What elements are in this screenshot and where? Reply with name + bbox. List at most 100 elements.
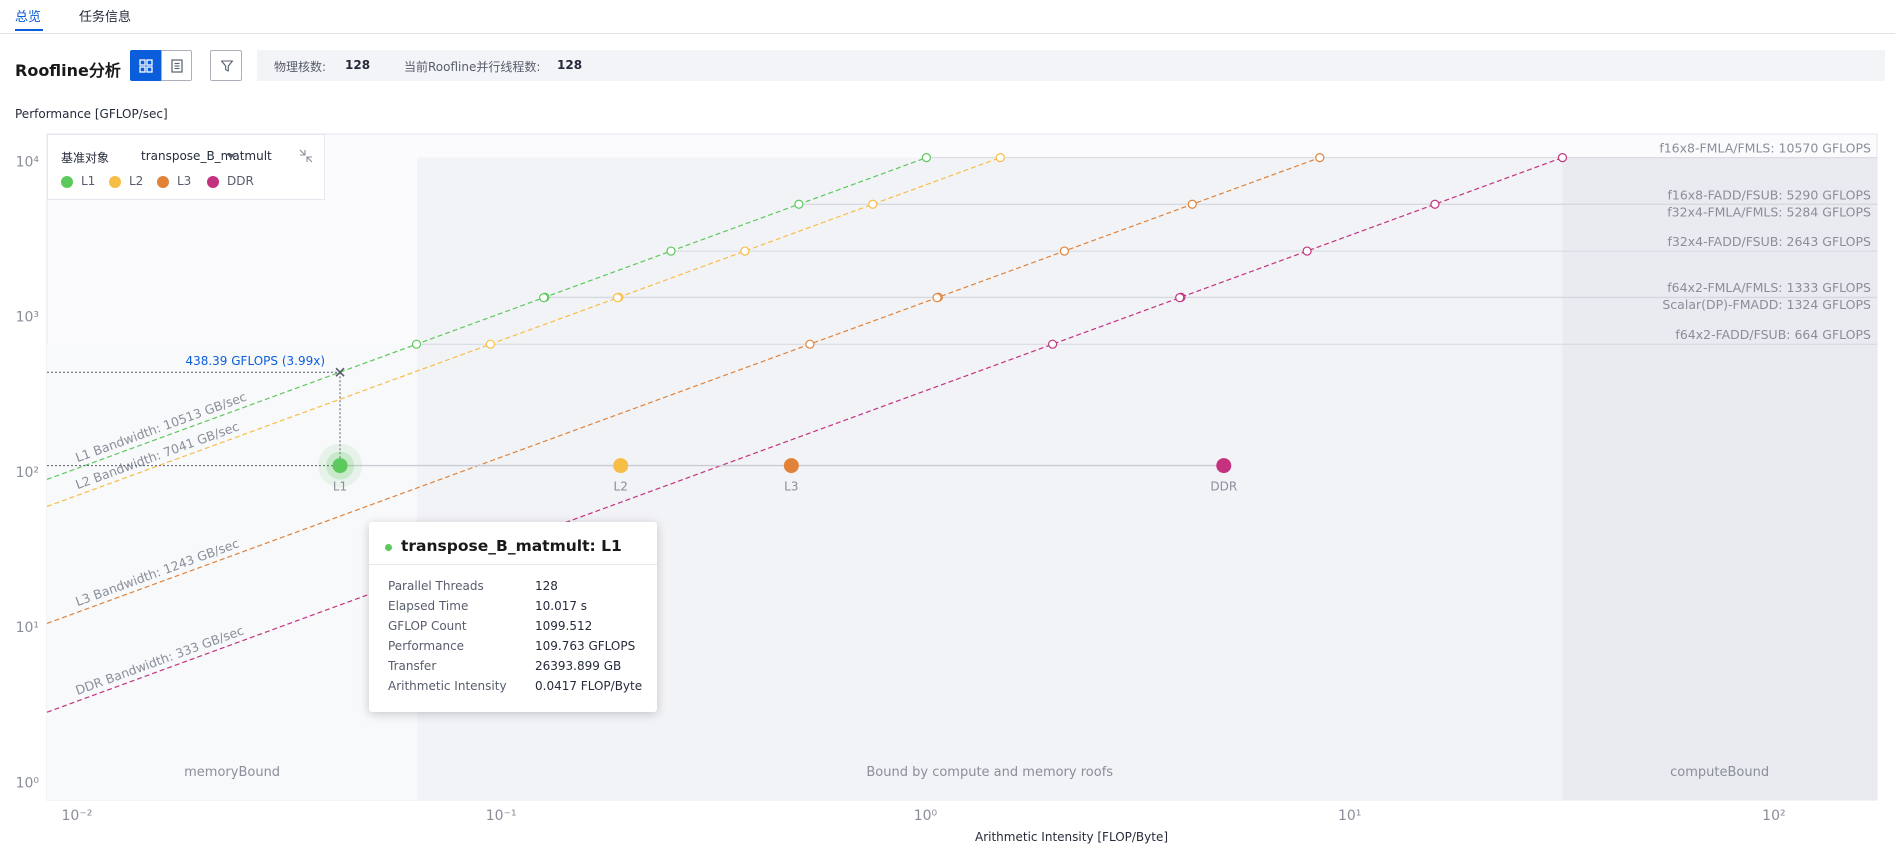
page-title: Roofline分析 bbox=[15, 61, 121, 80]
roof-label-3: f32x4-FADD/FSUB: 2643 GFLOPS bbox=[1667, 234, 1871, 249]
data-point-label-ddr: DDR bbox=[1210, 480, 1237, 494]
roof-intersection-marker bbox=[1047, 339, 1058, 349]
list-view-icon bbox=[171, 59, 183, 73]
data-point-label-l1: L1 bbox=[333, 480, 347, 494]
tooltip-value: 1099.512 bbox=[535, 619, 593, 633]
tooltip-value: 10.017 s bbox=[535, 599, 588, 613]
y-tick-label: 10³ bbox=[16, 310, 39, 326]
data-point-label-l3: L3 bbox=[784, 480, 798, 494]
annotation-marker-icon bbox=[335, 367, 345, 377]
roof-label-0: f16x8-FMLA/FMLS: 10570 GFLOPS bbox=[1659, 141, 1871, 156]
roof-intersection-marker bbox=[932, 293, 942, 303]
header-row: Roofline分析 物理核数: 128 当前Roofline并行线程数: 12… bbox=[0, 48, 1895, 84]
data-point-l3 bbox=[783, 458, 799, 474]
reference-value: transpose_B_matmult bbox=[141, 149, 272, 163]
bandwidth-line-l3 bbox=[46, 157, 1320, 624]
physical-cores-label: 物理核数: bbox=[274, 60, 327, 74]
data-point-l1 bbox=[332, 458, 348, 474]
tooltip-value: 109.763 GFLOPS bbox=[535, 639, 636, 653]
point-tooltip: transpose_B_matmult: L1 Parallel Threads… bbox=[369, 522, 657, 712]
legend-label-l3: L3 bbox=[177, 174, 192, 188]
roof-label-4: f64x2-FMLA/FMLS: 1333 GFLOPS bbox=[1667, 280, 1871, 295]
legend-marker-l3 bbox=[157, 176, 169, 188]
legend-marker-l2 bbox=[109, 176, 121, 188]
reference-select[interactable]: transpose_B_matmult bbox=[141, 143, 287, 167]
roof-intersection-marker bbox=[539, 293, 549, 303]
legend-item-l2[interactable]: L2 bbox=[109, 174, 149, 190]
x-tick-label: 10⁻² bbox=[62, 808, 93, 824]
legend-label-ddr: DDR bbox=[227, 174, 254, 188]
roof-intersection-marker bbox=[612, 293, 623, 303]
roof-intersection-marker bbox=[1302, 246, 1312, 256]
y-tick-label: 10¹ bbox=[16, 620, 39, 636]
legend-item-ddr[interactable]: DDR bbox=[207, 174, 259, 190]
filter-icon bbox=[220, 60, 234, 72]
legend-label-l2: L2 bbox=[129, 174, 144, 188]
roof-intersection-marker bbox=[1430, 199, 1440, 209]
chevron-down-icon bbox=[227, 154, 235, 159]
tab-bar: 总览 任务信息 bbox=[0, 0, 1895, 34]
roof-intersection-marker bbox=[794, 199, 804, 209]
collapse-button[interactable] bbox=[298, 148, 314, 164]
roof-intersection-marker bbox=[740, 246, 750, 256]
legend-panel: 基准对象 transpose_B_matmult L1 L2 L3 DDR bbox=[47, 134, 325, 200]
legend-marker-l1 bbox=[61, 176, 73, 188]
data-point-l2 bbox=[613, 458, 629, 474]
roof-intersection-marker bbox=[1315, 153, 1325, 163]
bandwidth-line-l1 bbox=[46, 157, 927, 481]
tooltip-row: Arithmetic Intensity 0.0417 FLOP/Byte bbox=[388, 679, 648, 697]
tooltip-row: Elapsed Time 10.017 s bbox=[388, 599, 648, 617]
tooltip-value: 0.0417 FLOP/Byte bbox=[535, 679, 643, 693]
roof-label-6: f64x2-FADD/FSUB: 664 GFLOPS bbox=[1675, 327, 1871, 342]
x-axis-title: Arithmetic Intensity [FLOP/Byte] bbox=[975, 830, 1169, 844]
roof-intersection-marker bbox=[1059, 246, 1070, 256]
roof-label-5: Scalar(DP)-FMADD: 1324 GFLOPS bbox=[1662, 297, 1871, 312]
tooltip-row: GFLOP Count 1099.512 bbox=[388, 619, 648, 637]
collapse-icon bbox=[299, 149, 313, 163]
tooltip-row: Performance 109.763 GFLOPS bbox=[388, 639, 648, 657]
x-tick-label: 10⁰ bbox=[914, 808, 938, 824]
roof-intersection-marker bbox=[1187, 199, 1197, 209]
tooltip-key: Arithmetic Intensity bbox=[388, 679, 507, 693]
y-axis-title: Performance [GFLOP/sec] bbox=[15, 107, 168, 121]
x-tick-label: 10² bbox=[1762, 808, 1785, 824]
data-point-label-l2: L2 bbox=[614, 480, 628, 494]
tooltip-title: transpose_B_matmult: L1 bbox=[401, 537, 622, 555]
bandwidth-line-l2 bbox=[46, 157, 1001, 508]
legend-item-l3[interactable]: L3 bbox=[157, 174, 197, 190]
grid-view-icon bbox=[139, 59, 153, 73]
roof-intersection-marker bbox=[995, 153, 1005, 163]
x-tick-label: 10¹ bbox=[1338, 808, 1361, 824]
reference-label: 基准对象 bbox=[61, 151, 110, 165]
y-tick-label: 10⁰ bbox=[16, 775, 40, 791]
threads-value: 128 bbox=[557, 58, 583, 72]
tooltip-key: Elapsed Time bbox=[388, 599, 469, 613]
roof-intersection-marker bbox=[1557, 153, 1568, 163]
tooltip-key: GFLOP Count bbox=[388, 619, 467, 633]
roof-intersection-marker bbox=[485, 339, 495, 349]
physical-cores-value: 128 bbox=[345, 58, 371, 72]
filter-button[interactable] bbox=[210, 50, 242, 81]
tooltip-row: Parallel Threads 128 bbox=[388, 579, 648, 597]
region-label-1: Bound by compute and memory roofs bbox=[866, 765, 1113, 780]
roof-label-1: f16x8-FADD/FSUB: 5290 GFLOPS bbox=[1667, 187, 1871, 202]
x-tick-label: 10⁻¹ bbox=[486, 808, 517, 824]
region-label-2: computeBound bbox=[1670, 765, 1769, 780]
legend-label-l1: L1 bbox=[81, 174, 96, 188]
roof-intersection-marker bbox=[805, 339, 815, 349]
legend-item-l1[interactable]: L1 bbox=[61, 174, 101, 190]
info-bar: 物理核数: 128 当前Roofline并行线程数: 128 bbox=[257, 50, 1885, 81]
roof-intersection-marker bbox=[921, 153, 932, 163]
tab-task-info[interactable]: 任务信息 bbox=[79, 10, 132, 25]
tooltip-key: Transfer bbox=[388, 659, 437, 673]
tab-overview[interactable]: 总览 bbox=[15, 10, 42, 25]
legend-marker-ddr bbox=[207, 176, 219, 188]
list-view-button[interactable] bbox=[161, 50, 192, 81]
roof-intersection-marker bbox=[868, 199, 878, 209]
grid-view-button[interactable] bbox=[130, 50, 161, 81]
region-area-2 bbox=[1562, 157, 1877, 800]
roof-label-2: f32x4-FMLA/FMLS: 5284 GFLOPS bbox=[1667, 204, 1871, 219]
region-area-0 bbox=[47, 343, 418, 800]
data-point-ddr bbox=[1216, 458, 1232, 474]
